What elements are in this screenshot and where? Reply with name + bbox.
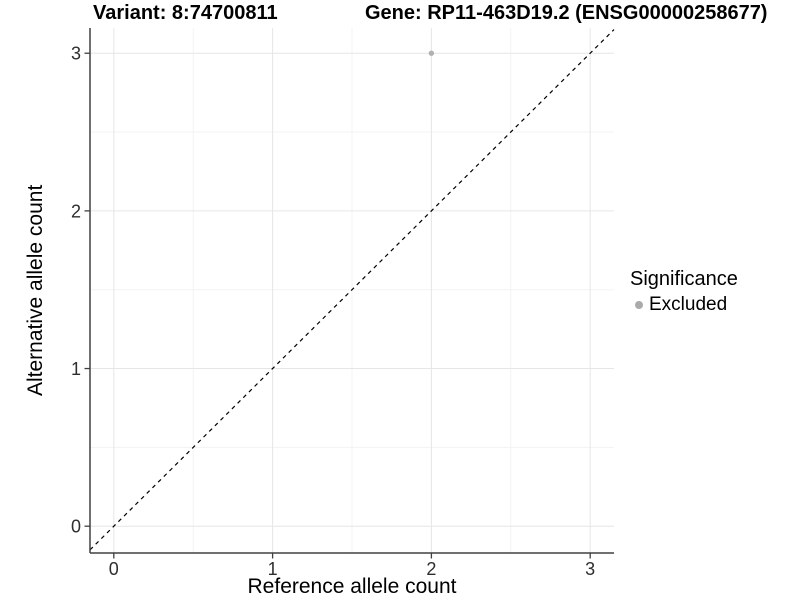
y-tick-label: 1 bbox=[71, 359, 81, 379]
y-tick-label: 0 bbox=[71, 517, 81, 537]
legend-item-label: Excluded bbox=[649, 294, 728, 315]
x-tick-label: 0 bbox=[109, 559, 119, 579]
x-tick-label: 3 bbox=[585, 559, 595, 579]
y-tick-label: 3 bbox=[71, 44, 81, 64]
legend-title: Significance bbox=[630, 268, 738, 290]
x-tick-label: 2 bbox=[426, 559, 436, 579]
legend-item-excluded: Excluded bbox=[630, 294, 738, 316]
data-point-excluded bbox=[428, 50, 435, 56]
gene-title: Gene: RP11-463D19.2 (ENSG00000258677) bbox=[365, 2, 768, 24]
identity-dashed-line bbox=[89, 29, 615, 551]
legend: Significance Excluded bbox=[630, 268, 738, 316]
variant-title: Variant: 8:74700811 bbox=[93, 2, 278, 24]
y-tick-label: 2 bbox=[71, 201, 81, 221]
x-tick-label: 1 bbox=[268, 559, 278, 579]
x-axis-label: Reference allele count bbox=[247, 575, 457, 598]
legend-point-icon bbox=[635, 301, 643, 309]
y-axis-label: Alternative allele count bbox=[24, 184, 47, 397]
